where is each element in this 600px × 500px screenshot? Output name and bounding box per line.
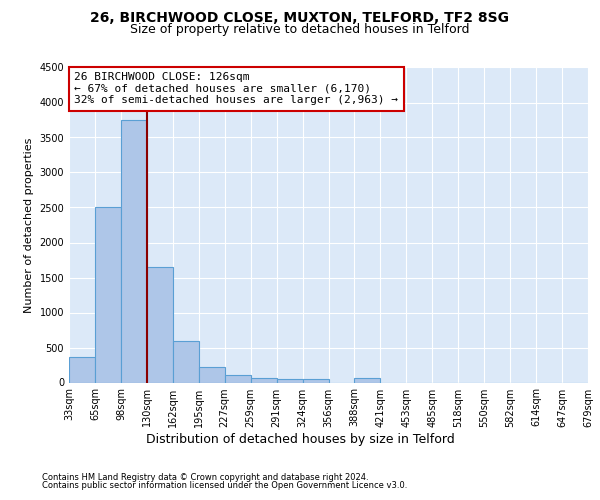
Text: 26, BIRCHWOOD CLOSE, MUXTON, TELFORD, TF2 8SG: 26, BIRCHWOOD CLOSE, MUXTON, TELFORD, TF… <box>91 11 509 25</box>
Text: Contains public sector information licensed under the Open Government Licence v3: Contains public sector information licen… <box>42 481 407 490</box>
Bar <box>69 356 95 382</box>
Text: Size of property relative to detached houses in Telford: Size of property relative to detached ho… <box>130 22 470 36</box>
Bar <box>147 267 173 382</box>
Text: Contains HM Land Registry data © Crown copyright and database right 2024.: Contains HM Land Registry data © Crown c… <box>42 472 368 482</box>
Y-axis label: Number of detached properties: Number of detached properties <box>24 138 34 312</box>
Bar <box>355 378 380 382</box>
Bar <box>225 375 251 382</box>
Bar <box>251 378 277 382</box>
Text: 26 BIRCHWOOD CLOSE: 126sqm
← 67% of detached houses are smaller (6,170)
32% of s: 26 BIRCHWOOD CLOSE: 126sqm ← 67% of deta… <box>74 72 398 106</box>
Bar <box>199 367 224 382</box>
Bar <box>277 379 302 382</box>
Bar <box>95 208 121 382</box>
Text: Distribution of detached houses by size in Telford: Distribution of detached houses by size … <box>146 432 454 446</box>
Bar <box>302 379 329 382</box>
Bar <box>173 341 199 382</box>
Bar <box>121 120 147 382</box>
